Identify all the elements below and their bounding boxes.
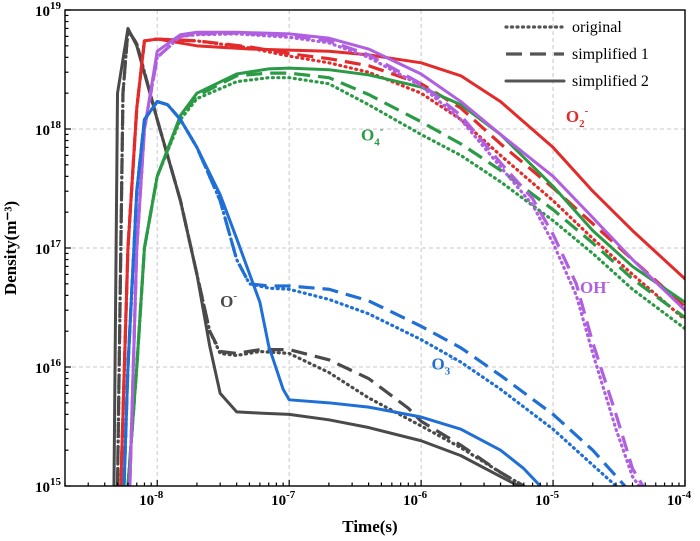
species-labels: O- O2- O4- OH- O3- bbox=[220, 105, 610, 378]
series-line bbox=[119, 37, 685, 486]
series-line bbox=[128, 31, 645, 486]
series-line bbox=[128, 30, 685, 486]
legend: original simplified 1 simplified 2 bbox=[504, 19, 649, 90]
y-tick-label: 1015 bbox=[35, 476, 62, 496]
species-label: O- bbox=[220, 290, 237, 311]
legend-label: original bbox=[572, 19, 622, 36]
y-tick-labels: 1015 1016 1017 1018 1019 bbox=[35, 0, 62, 496]
series-line bbox=[128, 32, 641, 486]
series-layer bbox=[112, 26, 685, 486]
axis-ticks bbox=[64, 9, 686, 487]
y-tick-label: 1016 bbox=[35, 357, 62, 377]
legend-label: simplified 1 bbox=[572, 46, 649, 63]
series-line bbox=[122, 100, 542, 486]
x-axis-title: Time(s) bbox=[342, 517, 397, 536]
x-tick-label: 10-7 bbox=[271, 489, 296, 509]
x-tick-label: 10-6 bbox=[403, 489, 428, 509]
y-axis-title: Density(m⁻³) bbox=[1, 201, 20, 295]
y-tick-label: 1017 bbox=[35, 238, 62, 258]
series-line bbox=[112, 26, 521, 486]
x-tick-label: 10-5 bbox=[535, 489, 560, 509]
legend-label: simplified 2 bbox=[572, 73, 649, 90]
species-label: OH- bbox=[580, 276, 610, 297]
x-tick-labels: 10-8 10-7 10-6 10-5 10-4 bbox=[139, 489, 691, 509]
x-tick-label: 10-8 bbox=[139, 489, 164, 509]
y-tick-label: 1019 bbox=[35, 0, 62, 20]
species-label: O2- bbox=[566, 105, 589, 130]
series-line bbox=[119, 37, 685, 486]
species-label: O4- bbox=[361, 124, 384, 149]
y-tick-label: 1018 bbox=[35, 119, 62, 139]
species-label: O3- bbox=[432, 353, 455, 378]
x-tick-label: 10-4 bbox=[667, 489, 692, 509]
series-line bbox=[126, 66, 685, 486]
series-line bbox=[119, 37, 685, 486]
series-line bbox=[115, 28, 525, 486]
